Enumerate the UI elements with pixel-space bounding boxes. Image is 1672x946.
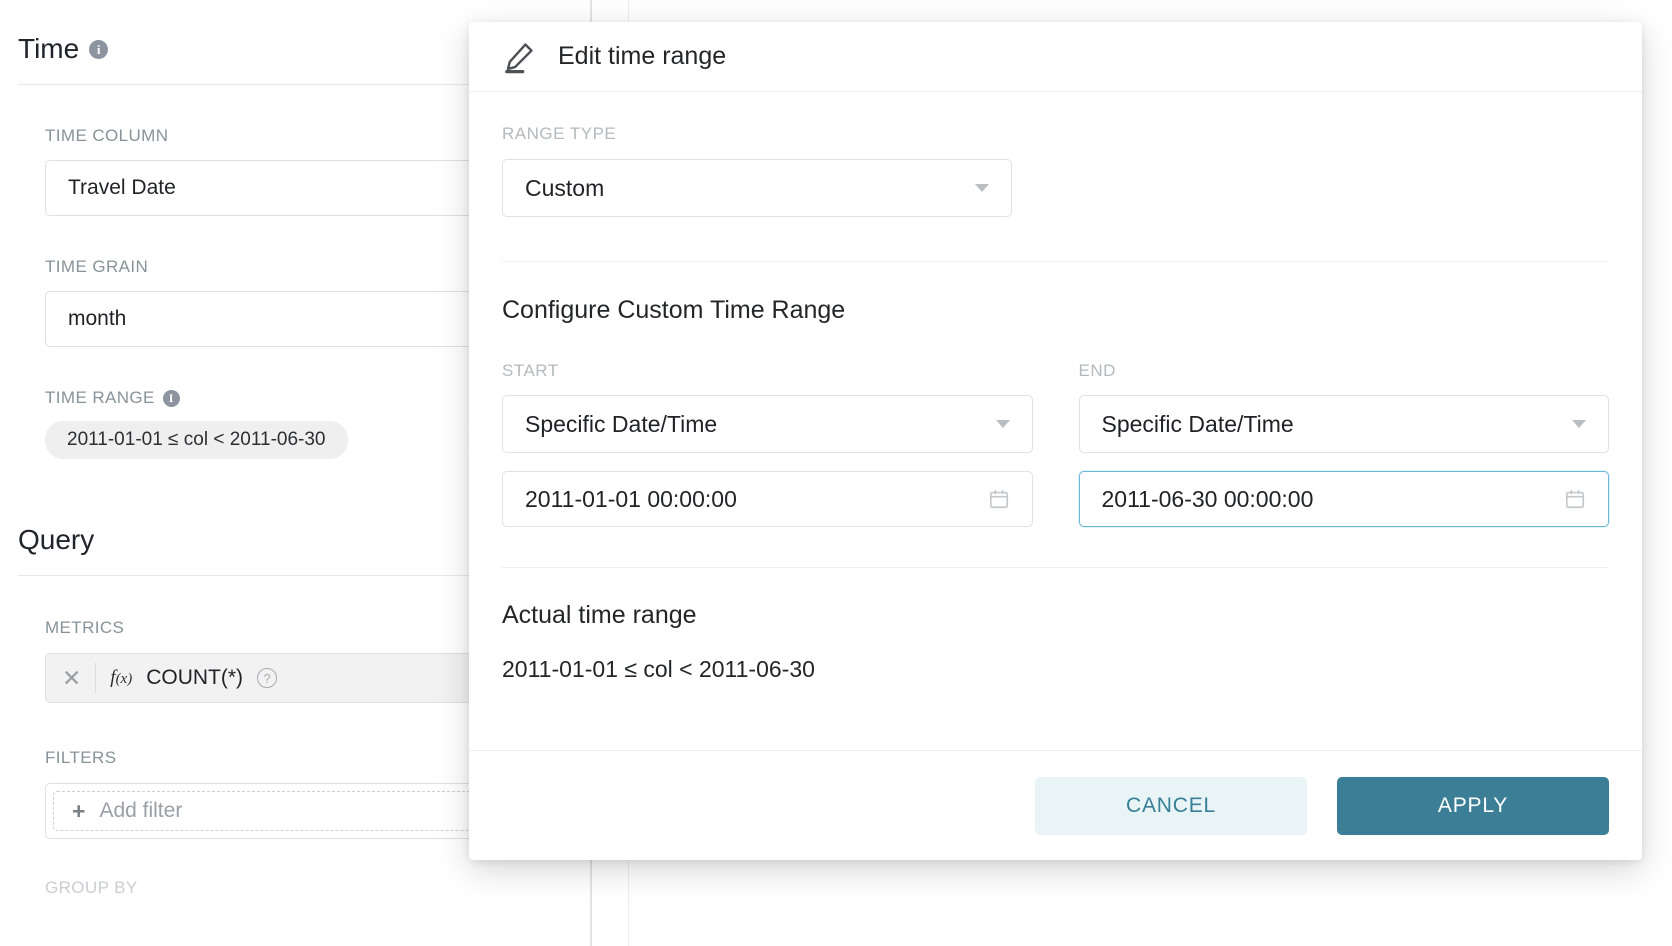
modal-body: RANGE TYPE Custom Configure Custom Time … xyxy=(469,124,1642,683)
start-mode-select[interactable]: Specific Date/Time xyxy=(502,395,1033,453)
time-section-rule xyxy=(18,84,618,85)
actual-time-range-title: Actual time range xyxy=(502,601,697,629)
configure-heading: Configure Custom Time Range xyxy=(502,296,846,324)
start-datetime-input[interactable]: 2011-01-01 00:00:00 xyxy=(502,471,1033,527)
start-mode-value: Specific Date/Time xyxy=(525,410,718,437)
plus-icon: + xyxy=(72,797,86,824)
filters-label: FILTERS xyxy=(45,748,117,767)
range-type-select[interactable]: Custom xyxy=(502,159,1012,217)
info-icon[interactable]: i xyxy=(162,389,180,407)
time-section-title: Time i xyxy=(18,33,109,65)
time-column-label: TIME COLUMN xyxy=(45,126,169,145)
help-icon[interactable]: ? xyxy=(257,668,278,688)
close-icon[interactable]: ✕ xyxy=(62,664,82,691)
start-label: START xyxy=(502,361,559,380)
info-icon[interactable]: i xyxy=(89,39,109,59)
time-range-label-text: TIME RANGE xyxy=(45,388,155,407)
start-datetime-value: 2011-01-01 00:00:00 xyxy=(525,485,737,512)
group-by-label: GROUP BY xyxy=(45,878,138,897)
apply-button[interactable]: APPLY xyxy=(1337,776,1609,835)
time-column-value: Travel Date xyxy=(68,176,176,199)
add-filter-button[interactable]: + Add filter xyxy=(53,791,597,831)
time-grain-value: month xyxy=(68,307,127,330)
end-mode-value: Specific Date/Time xyxy=(1101,410,1294,437)
time-range-pill[interactable]: 2011-01-01 ≤ col < 2011-06-30 xyxy=(45,421,348,459)
pencil-icon xyxy=(502,40,536,74)
chevron-down-icon xyxy=(995,420,1010,428)
modal-footer: CANCEL APPLY xyxy=(469,750,1642,860)
query-section-rule xyxy=(18,575,618,576)
end-datetime-value: 2011-06-30 00:00:00 xyxy=(1101,485,1314,512)
time-grain-label: TIME GRAIN xyxy=(45,257,149,276)
section-divider-1 xyxy=(502,261,1609,262)
query-section-label: Query xyxy=(18,524,95,555)
time-section-label: Time xyxy=(18,33,80,64)
start-end-row: START Specific Date/Time 2011-01-01 00:0… xyxy=(502,361,1609,527)
time-range-label: TIME RANGE i xyxy=(45,388,180,408)
calendar-icon[interactable] xyxy=(988,488,1010,510)
metrics-label: METRICS xyxy=(45,618,125,637)
chevron-down-icon xyxy=(1572,420,1586,428)
metric-value: COUNT(*) xyxy=(146,666,244,689)
chevron-down-icon xyxy=(975,184,989,192)
section-divider-2 xyxy=(502,567,1609,568)
actual-time-range-value: 2011-01-01 ≤ col < 2011-06-30 xyxy=(502,656,815,682)
range-type-label: RANGE TYPE xyxy=(502,124,617,143)
start-column: START Specific Date/Time 2011-01-01 00:0… xyxy=(502,361,1033,527)
end-datetime-input[interactable]: 2011-06-30 00:00:00 xyxy=(1078,471,1609,527)
divider xyxy=(95,663,97,693)
end-mode-select[interactable]: Specific Date/Time xyxy=(1078,395,1609,453)
end-label: END xyxy=(1078,361,1116,380)
add-filter-placeholder: Add filter xyxy=(99,799,183,822)
modal-header: Edit time range xyxy=(469,22,1642,92)
query-section-title: Query xyxy=(18,524,94,556)
function-icon: f(x) xyxy=(110,667,133,688)
calendar-icon[interactable] xyxy=(1564,488,1586,510)
edit-time-range-modal: Edit time range RANGE TYPE Custom Config… xyxy=(469,22,1642,860)
range-type-value: Custom xyxy=(525,174,605,201)
end-column: END Specific Date/Time 2011-06-30 00:00:… xyxy=(1078,361,1609,527)
modal-title: Edit time range xyxy=(558,42,727,70)
cancel-button[interactable]: CANCEL xyxy=(1035,776,1307,835)
